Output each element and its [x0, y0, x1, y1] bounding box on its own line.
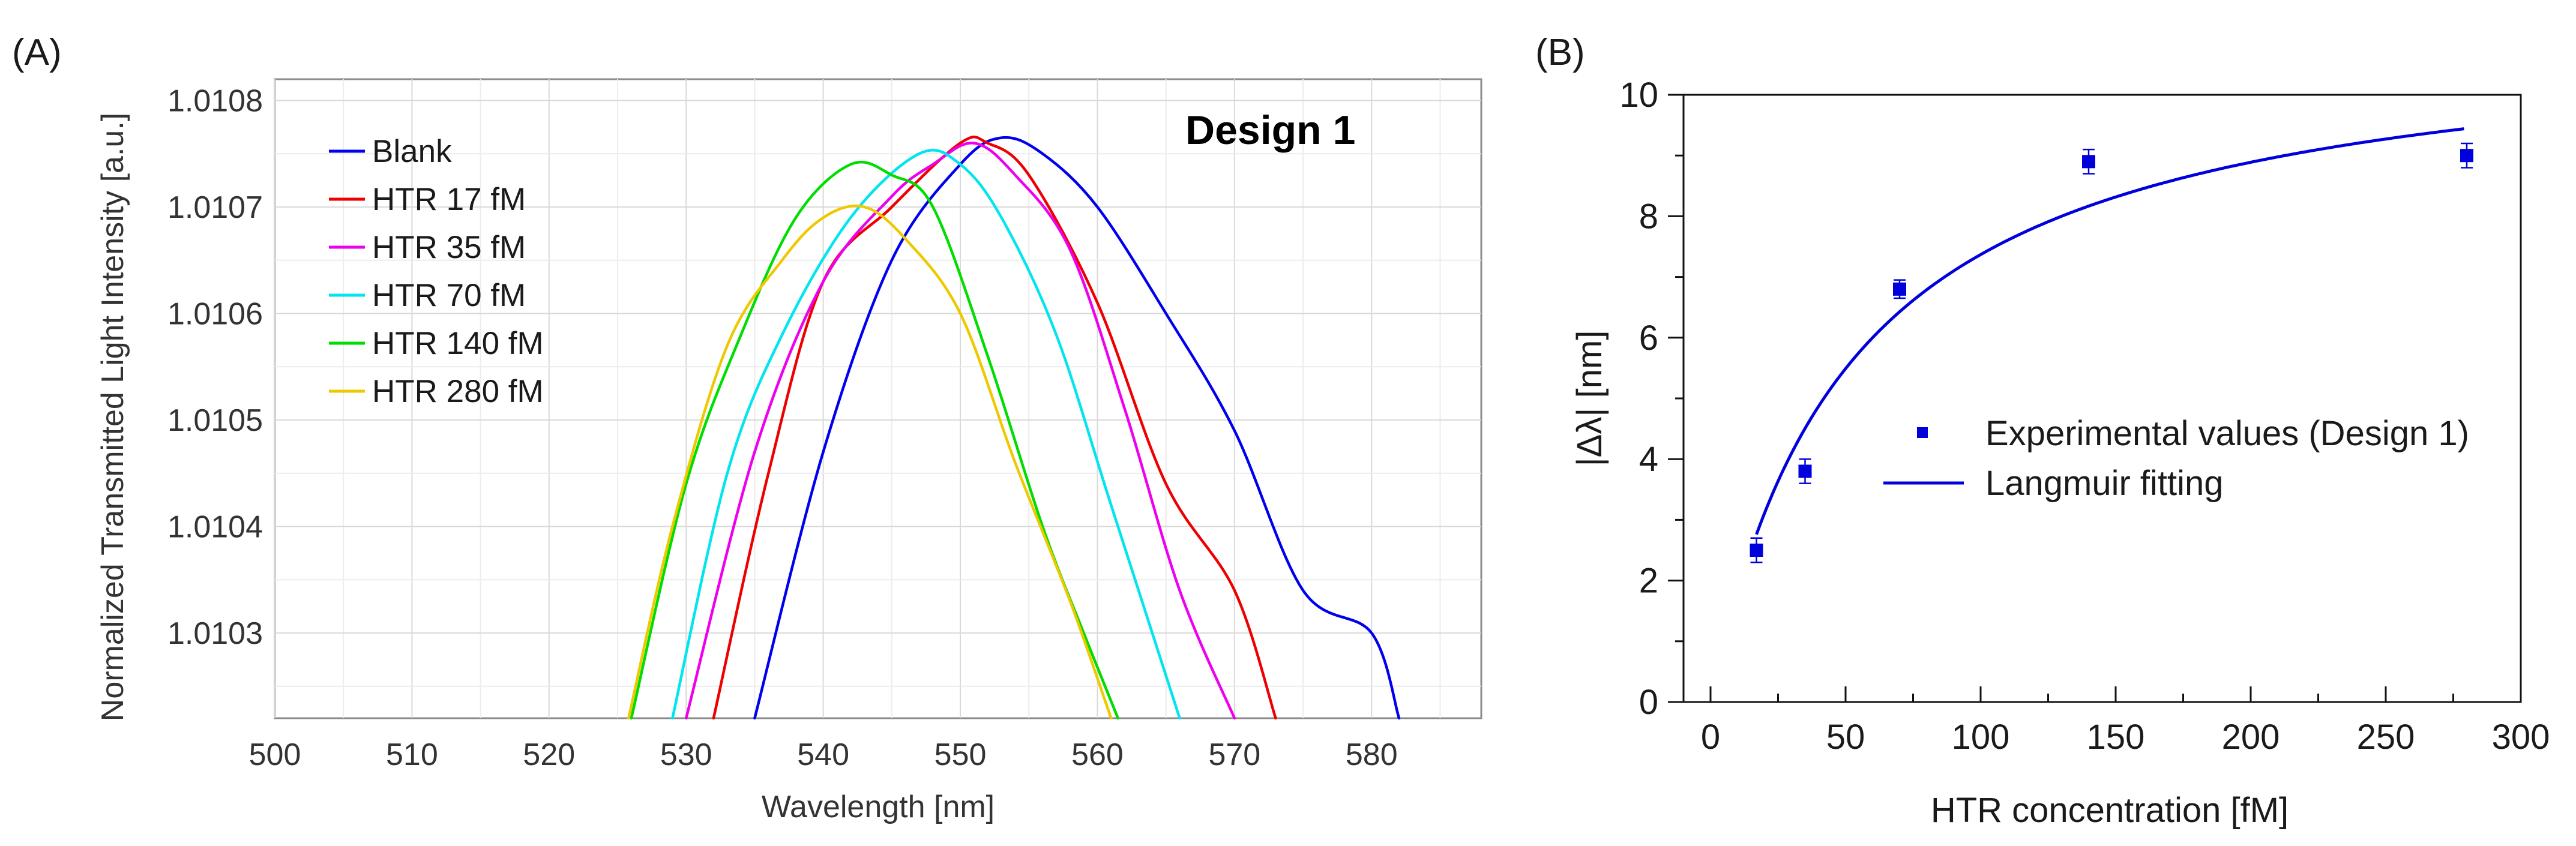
panel-a-y-ticks: 1.0103 1.0104 1.0105 1.0106 1.0107 1.0108: [167, 84, 263, 652]
x-tick-label: 530: [660, 737, 712, 772]
x-tick-label: 100: [1952, 718, 2010, 757]
x-tick-label: 0: [1701, 718, 1720, 757]
panel-a-y-axis-title: Normalized Transmitted Light Intensity […: [95, 113, 130, 721]
panel-a-x-axis-title: Wavelength [nm]: [762, 790, 995, 824]
series-line-htr-35-fm: [684, 142, 1236, 720]
data-point: [1798, 464, 1812, 478]
series-line-htr-70-fm: [671, 148, 1181, 720]
y-tick-label: 0: [1639, 683, 1658, 722]
legend-swatch-marker: [1917, 427, 1928, 438]
y-tick-label: 4: [1639, 440, 1658, 479]
legend-label: Blank: [372, 134, 452, 169]
data-point: [1750, 544, 1763, 557]
legend-label: HTR 70 fM: [372, 278, 526, 313]
y-tick-label: 1.0107: [167, 190, 263, 225]
series-line-htr-280-fm: [627, 204, 1113, 720]
y-tick-label: 2: [1639, 562, 1658, 601]
legend-label: HTR 35 fM: [372, 230, 526, 265]
y-tick-label: 1.0108: [167, 84, 263, 119]
y-tick-label: 8: [1639, 197, 1658, 236]
y-tick-label: 1.0106: [167, 297, 263, 332]
x-tick-label: 560: [1071, 737, 1124, 772]
data-point: [2082, 155, 2095, 169]
x-tick-label: 150: [2087, 718, 2145, 757]
panel-a-x-ticks: 500 510 520 530 540 550 560 570 580: [249, 737, 1398, 772]
panel-b-y-axis-title: |Δλ| [nm]: [1570, 331, 1609, 467]
x-tick-label: 500: [249, 737, 301, 772]
x-tick-label: 550: [934, 737, 987, 772]
legend-label: Langmuir fitting: [1985, 464, 2224, 503]
panel-b-chart: 0 50 100 150 200 250 300 0 2 4 6 8 10 HTR concentra…: [1570, 76, 2550, 830]
legend-label: HTR 17 fM: [372, 182, 526, 217]
data-point: [2460, 149, 2473, 163]
panel-b-plot-area: [1682, 94, 2522, 703]
panel-b-label: (B): [1535, 32, 1585, 73]
legend-label: Experimental values (Design 1): [1985, 414, 2469, 453]
langmuir-fit-line: [1755, 127, 2464, 535]
data-point: [1893, 282, 1906, 296]
panel-a-chart: 500 510 520 530 540 550 560 570 580 1.0103 1.0104…: [95, 78, 1482, 824]
design-annotation: Design 1: [1185, 107, 1355, 153]
y-tick-label: 1.0105: [167, 403, 263, 438]
x-tick-label: 250: [2357, 718, 2415, 757]
y-tick-label: 10: [1619, 76, 1658, 115]
y-tick-label: 1.0104: [167, 510, 263, 545]
panel-b-series: [1750, 127, 2473, 563]
x-tick-label: 510: [386, 737, 438, 772]
legend-label: HTR 140 fM: [372, 326, 544, 361]
panel-a-legend: Blank HTR 17 fM HTR 35 fM HTR 70 fM HTR 140 …: [329, 134, 544, 409]
panel-a-label: (A): [12, 32, 62, 73]
series-line-blank: [753, 136, 1401, 720]
y-tick-label: 1.0103: [167, 616, 263, 651]
x-tick-label: 570: [1208, 737, 1260, 772]
panel-b-legend: Experimental values (Design 1) Langmuir f…: [1883, 414, 2469, 503]
x-tick-label: 300: [2492, 718, 2550, 757]
panel-b-x-axis-title: HTR concentration [fM]: [1931, 791, 2289, 830]
panel-a-series: [627, 136, 1401, 720]
x-tick-label: 50: [1826, 718, 1865, 757]
x-tick-label: 520: [523, 737, 575, 772]
x-tick-label: 540: [797, 737, 849, 772]
legend-label: HTR 280 fM: [372, 374, 544, 409]
panel-b-y-ticks: 0 2 4 6 8 10: [1619, 76, 1684, 722]
panel-b-x-ticks: 0 50 100 150 200 250 300: [1701, 686, 2550, 757]
y-tick-label: 6: [1639, 319, 1658, 358]
x-tick-label: 580: [1346, 737, 1398, 772]
series-line-htr-17-fm: [712, 136, 1277, 720]
x-tick-label: 200: [2222, 718, 2280, 757]
